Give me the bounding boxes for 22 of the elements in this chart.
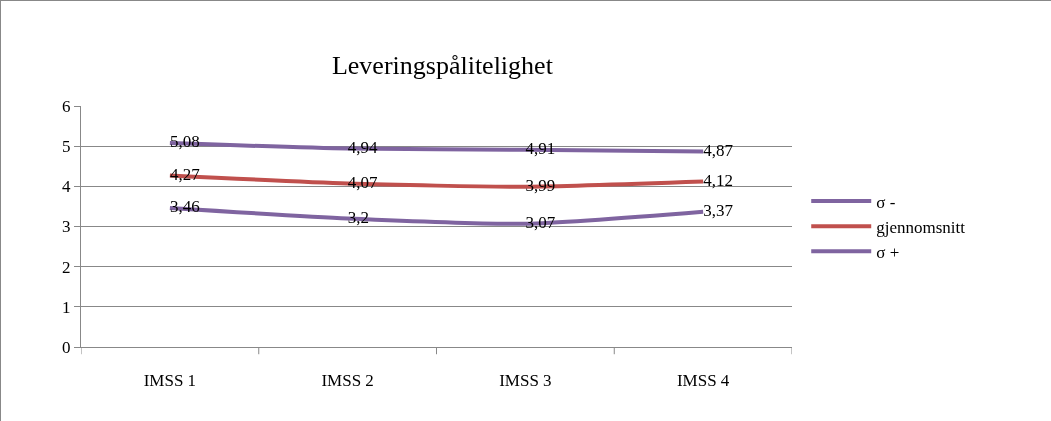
y-tick-label: 0 [62, 337, 71, 357]
data-label: 3,37 [703, 200, 734, 220]
x-tick-label: IMSS 3 [499, 371, 552, 391]
data-label: 3,99 [525, 175, 556, 195]
y-tick-label: 6 [62, 96, 71, 116]
y-tick-label: 1 [62, 297, 71, 317]
data-label: 4,94 [347, 137, 378, 157]
y-tick-label: 4 [62, 177, 72, 197]
data-label: 3,46 [169, 197, 200, 217]
x-tick-label: IMSS 1 [143, 371, 197, 391]
legend-label: gjennomsnitt [876, 217, 966, 237]
x-tick-label: IMSS 4 [676, 371, 730, 391]
y-tick-label: 2 [62, 257, 71, 277]
chart-title: Leveringspålitelighet [331, 50, 554, 80]
data-label: 4,87 [703, 140, 734, 160]
data-label: 3,2 [347, 207, 369, 227]
legend-label: σ + [876, 242, 900, 262]
y-tick-label: 5 [62, 137, 71, 157]
x-tick-label: IMSS 2 [321, 371, 374, 391]
data-label: 4,12 [703, 170, 733, 190]
legend-label: σ - [876, 192, 896, 212]
y-tick-label: 3 [62, 217, 71, 237]
